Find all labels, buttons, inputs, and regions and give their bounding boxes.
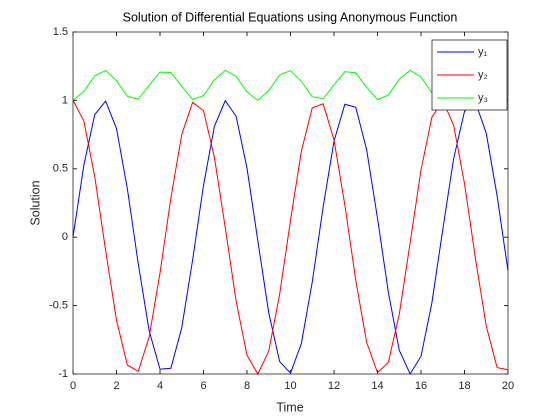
x-tick-label: 8 bbox=[244, 380, 250, 392]
legend-label: y₃ bbox=[478, 92, 488, 104]
y-tick-label: 0.5 bbox=[53, 163, 68, 175]
x-tick-label: 18 bbox=[458, 380, 470, 392]
x-tick-label: 6 bbox=[200, 380, 206, 392]
series-line bbox=[72, 99, 509, 375]
x-tick-label: 0 bbox=[70, 380, 76, 392]
y-tick-label: 1.5 bbox=[53, 26, 68, 38]
x-axis-label: Time bbox=[276, 400, 303, 414]
axes-box bbox=[72, 31, 509, 375]
y-tick-label: 1 bbox=[62, 94, 68, 106]
x-tick-label: 12 bbox=[328, 380, 340, 392]
x-tick-label: 14 bbox=[371, 380, 383, 392]
x-tick-label: 4 bbox=[157, 380, 163, 392]
x-tick-label: 2 bbox=[113, 380, 119, 392]
x-tick-label: 20 bbox=[502, 380, 514, 392]
series-line bbox=[72, 99, 509, 376]
chart-title: Solution of Differential Equations using… bbox=[123, 10, 458, 24]
x-tick-label: 16 bbox=[415, 380, 427, 392]
legend-label: y₁ bbox=[478, 46, 488, 58]
y-tick-label: -0.5 bbox=[49, 300, 68, 312]
y-tick-label: 0 bbox=[62, 231, 68, 243]
y-axis-label: Solution bbox=[28, 180, 42, 225]
x-tick-label: 10 bbox=[284, 380, 296, 392]
legend-label: y₂ bbox=[478, 69, 488, 81]
y-tick-label: -1 bbox=[58, 368, 68, 380]
